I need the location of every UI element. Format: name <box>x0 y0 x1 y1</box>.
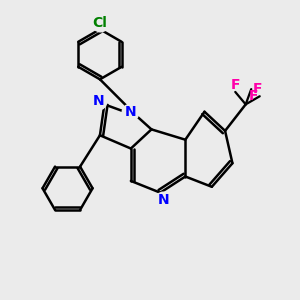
Text: N: N <box>124 105 136 119</box>
Text: N: N <box>158 193 169 207</box>
Text: F: F <box>253 82 262 96</box>
Text: F: F <box>230 79 240 92</box>
Text: N: N <box>93 94 104 108</box>
Text: F: F <box>248 89 258 103</box>
Text: Cl: Cl <box>92 16 107 30</box>
